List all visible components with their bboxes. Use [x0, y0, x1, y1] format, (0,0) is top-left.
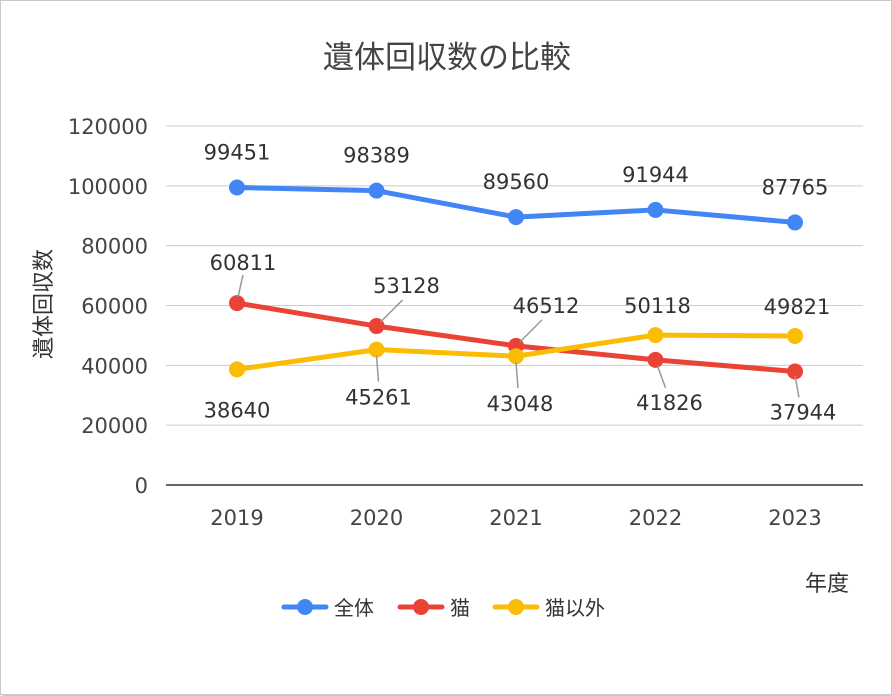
- data-point: [508, 209, 524, 226]
- data-label: 99451: [204, 140, 271, 164]
- y-tick-label: 80000: [81, 235, 148, 259]
- y-tick-label: 100000: [68, 175, 148, 199]
- legend-marker: [297, 599, 313, 615]
- data-label: 91944: [622, 163, 689, 187]
- y-tick-label: 40000: [81, 354, 148, 378]
- data-point: [647, 327, 664, 344]
- x-tick-labels: 2019 2020 2021 2022 2023: [210, 506, 821, 530]
- data-point: [368, 341, 385, 358]
- data-label: 89560: [483, 170, 550, 194]
- data-label: 37944: [770, 400, 837, 424]
- data-point: [229, 361, 245, 378]
- data-label: 46512: [513, 294, 580, 318]
- x-tick-label: 2019: [210, 506, 263, 530]
- leader-line: [515, 362, 519, 389]
- x-tick-label: 2021: [489, 506, 542, 530]
- data-label: 43048: [487, 392, 554, 416]
- x-axis-title: 年度: [805, 572, 849, 597]
- data-point: [647, 351, 664, 368]
- data-label: 60811: [210, 251, 277, 275]
- x-tick-label: 2020: [350, 506, 403, 530]
- leader-line: [379, 299, 404, 323]
- data-point: [229, 295, 245, 312]
- chart-title: 遺体回収数の比較: [323, 40, 571, 76]
- legend-marker: [508, 599, 524, 615]
- data-labels: 99451 98389 89560 91944 87765 60811 53128 46512…: [204, 140, 837, 424]
- legend-marker: [413, 599, 429, 615]
- data-label: 50118: [624, 294, 691, 318]
- data-point: [787, 363, 803, 380]
- data-label: 53128: [373, 274, 440, 298]
- leader-line: [519, 319, 543, 343]
- leader-line: [656, 365, 667, 389]
- data-point: [229, 179, 245, 196]
- legend-label: 全体: [334, 596, 374, 620]
- data-point: [368, 182, 385, 199]
- data-point: [647, 201, 664, 218]
- data-point: [787, 327, 803, 344]
- y-tick-label: 60000: [81, 295, 148, 319]
- data-label: 45261: [345, 386, 412, 410]
- y-axis-title: 遺体回収数: [32, 249, 57, 359]
- leader-line: [794, 375, 800, 398]
- y-tick-label: 0: [135, 474, 148, 498]
- y-tick-label: 120000: [68, 115, 148, 139]
- y-tick-labels: 0 20000 40000 60000 80000 100000 120000: [68, 115, 148, 498]
- data-label: 87765: [762, 175, 829, 199]
- data-label: 41826: [636, 391, 703, 415]
- data-point: [508, 348, 524, 365]
- leader-line: [237, 274, 244, 298]
- x-tick-label: 2023: [768, 506, 821, 530]
- legend-label: 猫: [450, 596, 470, 620]
- data-point: [787, 214, 803, 231]
- data-label: 38640: [204, 398, 271, 422]
- leader-line: [375, 355, 380, 382]
- series-lines: [229, 179, 803, 380]
- data-label: 98389: [343, 144, 410, 168]
- legend-label: 猫以外: [545, 596, 605, 620]
- legend: 全体 猫 猫以外: [281, 596, 605, 620]
- data-label: 49821: [764, 295, 831, 319]
- x-tick-label: 2022: [629, 506, 682, 530]
- y-tick-label: 20000: [81, 414, 148, 438]
